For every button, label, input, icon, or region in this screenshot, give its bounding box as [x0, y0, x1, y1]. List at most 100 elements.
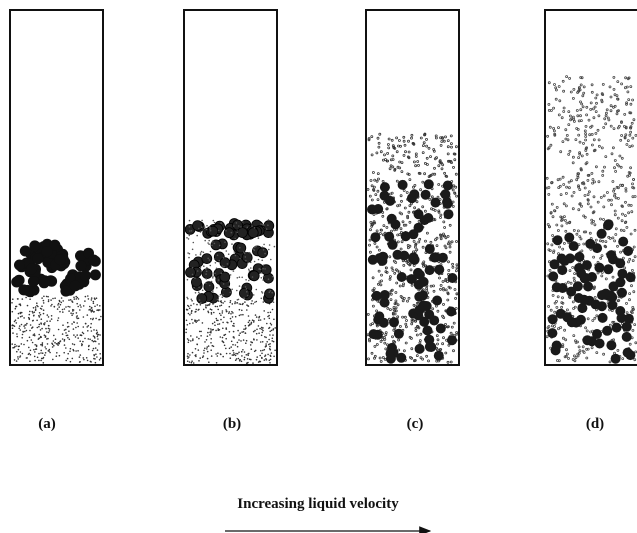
particle — [440, 140, 444, 143]
particle — [622, 347, 633, 358]
particle — [391, 154, 395, 158]
particle — [230, 320, 233, 323]
particle — [558, 177, 562, 181]
particle — [210, 311, 213, 314]
particle — [389, 292, 393, 296]
particle — [244, 301, 246, 303]
particle — [630, 144, 634, 148]
particle — [404, 150, 407, 154]
particle — [425, 163, 429, 166]
particle — [419, 316, 430, 327]
particle — [443, 244, 447, 248]
particle — [32, 253, 44, 265]
particle — [582, 141, 585, 145]
particle — [584, 230, 588, 234]
particle — [93, 329, 95, 331]
particle — [375, 309, 379, 313]
particle — [237, 357, 240, 360]
particle — [91, 309, 94, 311]
particle — [224, 241, 226, 243]
particle — [61, 338, 64, 340]
particle — [367, 357, 370, 361]
particle — [391, 268, 395, 272]
particle — [384, 347, 388, 351]
particle — [190, 298, 193, 301]
particle — [68, 299, 70, 301]
particle — [369, 323, 373, 327]
particle — [376, 189, 380, 193]
particle — [581, 94, 585, 98]
particle — [248, 279, 250, 282]
particle — [450, 325, 454, 329]
particle — [36, 356, 39, 359]
particle — [90, 322, 92, 325]
particle — [592, 149, 596, 153]
particle — [269, 345, 271, 348]
particle — [26, 339, 29, 342]
particle — [402, 153, 406, 157]
particle — [421, 205, 425, 209]
particle — [410, 322, 414, 326]
particle — [220, 300, 222, 302]
particle — [229, 357, 232, 360]
particle — [372, 287, 376, 291]
particle — [625, 102, 628, 106]
particle — [379, 359, 383, 363]
particle — [190, 361, 193, 364]
particle — [31, 327, 33, 329]
particle — [632, 178, 635, 181]
panel-label: (a) — [38, 416, 56, 432]
particle — [75, 260, 87, 272]
particle — [26, 322, 28, 325]
particle — [222, 321, 224, 324]
particle — [229, 352, 231, 355]
particle — [48, 328, 51, 330]
particle — [586, 347, 590, 351]
particle — [200, 250, 203, 253]
particle — [367, 204, 377, 215]
particle — [222, 257, 225, 259]
particle — [368, 243, 371, 247]
particle — [96, 331, 99, 334]
particle — [71, 314, 73, 317]
particle — [579, 294, 589, 305]
particle — [263, 243, 265, 246]
particle — [565, 253, 575, 264]
particle — [77, 350, 79, 352]
particle — [585, 152, 589, 156]
particle — [421, 180, 425, 184]
particle — [32, 307, 35, 309]
particle — [199, 357, 201, 359]
particle — [195, 321, 197, 324]
particle — [375, 151, 379, 155]
particle — [92, 335, 95, 337]
particle — [588, 133, 592, 137]
particle — [229, 300, 232, 302]
particle — [190, 230, 193, 232]
particle — [220, 222, 222, 224]
particle — [253, 338, 255, 340]
particle — [435, 244, 439, 248]
particle — [210, 355, 213, 357]
particle — [441, 163, 445, 167]
particle — [610, 152, 614, 156]
particle — [23, 325, 25, 327]
particle — [621, 183, 624, 187]
particle — [243, 328, 245, 331]
particle — [204, 341, 206, 343]
particle — [14, 345, 16, 348]
particle — [57, 328, 60, 331]
particle — [238, 308, 241, 311]
particle — [442, 316, 446, 320]
particle — [413, 245, 417, 249]
particle — [549, 143, 553, 147]
particle — [262, 327, 264, 329]
particle — [385, 225, 389, 229]
particle — [610, 203, 613, 207]
particle — [92, 340, 95, 343]
particle — [612, 127, 616, 131]
particle — [82, 340, 84, 343]
particle — [596, 228, 607, 239]
particle — [392, 307, 396, 311]
particle — [268, 314, 270, 317]
